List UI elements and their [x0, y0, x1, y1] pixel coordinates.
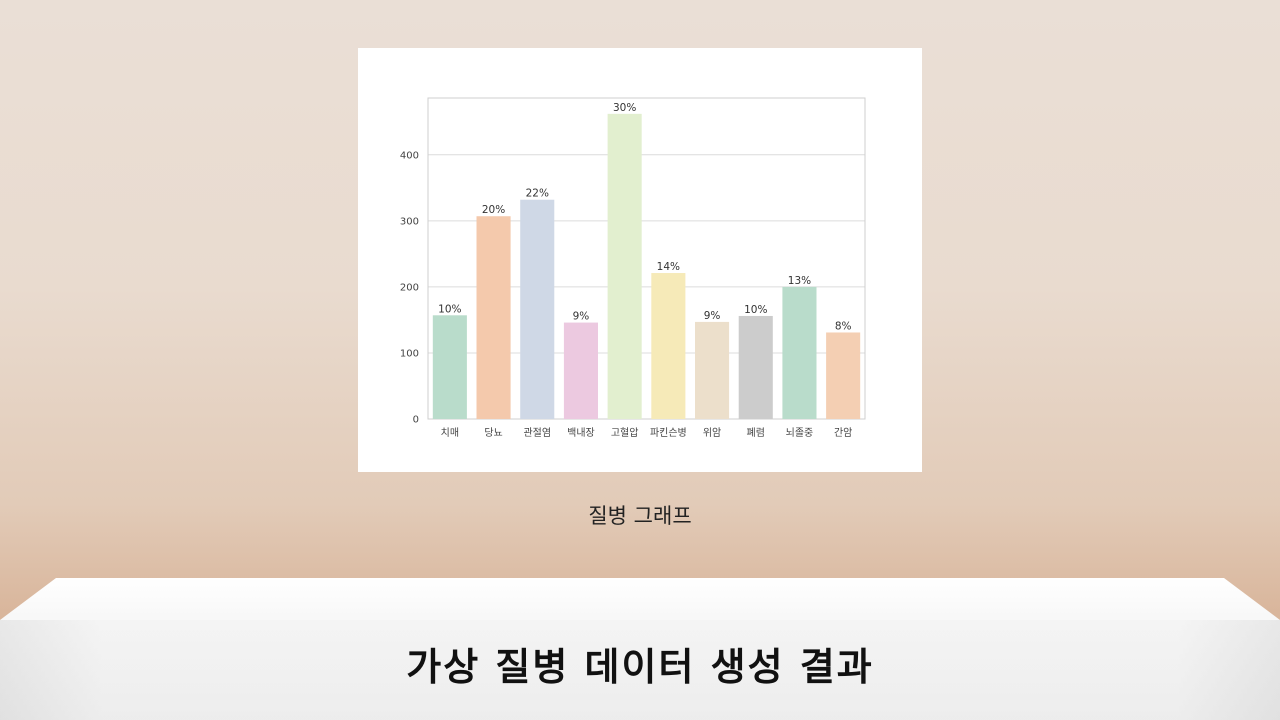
- data-label: 14%: [657, 261, 680, 273]
- bar: [432, 315, 467, 419]
- x-tick-label: 뇌졸중: [786, 427, 814, 439]
- x-tick-label: 치매: [441, 427, 459, 439]
- table-surface: [0, 578, 1280, 720]
- bar: [738, 315, 773, 419]
- x-tick-label: 파킨슨병: [650, 427, 687, 439]
- x-tick-label: 위암: [703, 426, 721, 439]
- bar: [607, 113, 642, 419]
- disease-bar-chart: 0 100 200 300 400 10% 치매 20% 당뇨 22% 관절염 9% 백내장 30% 고혈압…: [400, 97, 866, 439]
- y-tick-label: 0: [413, 415, 419, 426]
- data-label: 20%: [482, 204, 505, 216]
- y-tick-label: 200: [400, 282, 419, 293]
- y-tick-label: 300: [400, 216, 419, 227]
- x-tick-label: 관절염: [523, 426, 551, 439]
- chart-caption: 질병 그래프: [588, 504, 692, 528]
- y-tick-label: 100: [400, 348, 419, 359]
- data-label: 9%: [704, 310, 721, 322]
- data-label: 8%: [835, 320, 852, 332]
- bar: [695, 321, 730, 419]
- bar: [651, 273, 686, 419]
- data-label: 22%: [526, 188, 549, 200]
- data-label: 10%: [744, 304, 767, 316]
- bar: [826, 332, 861, 419]
- chart-card: 0 100 200 300 400 10% 치매 20% 당뇨 22% 관절염 9% 백내장 30% 고혈압…: [358, 48, 922, 472]
- x-tick-label: 당뇨: [484, 427, 502, 439]
- x-tick-label: 고혈압: [611, 426, 639, 439]
- slide-title: 가상 질병 데이터 생성 결과: [406, 645, 874, 689]
- bar: [563, 322, 598, 419]
- x-tick-label: 폐렴: [747, 426, 765, 439]
- data-label: 10%: [438, 303, 461, 315]
- x-tick-label: 간암: [834, 427, 852, 439]
- bar: [782, 286, 817, 419]
- bar: [520, 199, 555, 419]
- plot-frame: [427, 97, 866, 420]
- data-label: 13%: [788, 275, 811, 287]
- data-label: 9%: [573, 311, 590, 323]
- table-surface-shape: [0, 578, 1280, 720]
- data-label: 30%: [613, 102, 636, 114]
- bar: [476, 216, 511, 419]
- y-tick-label: 400: [400, 150, 419, 161]
- x-tick-label: 백내장: [567, 427, 595, 439]
